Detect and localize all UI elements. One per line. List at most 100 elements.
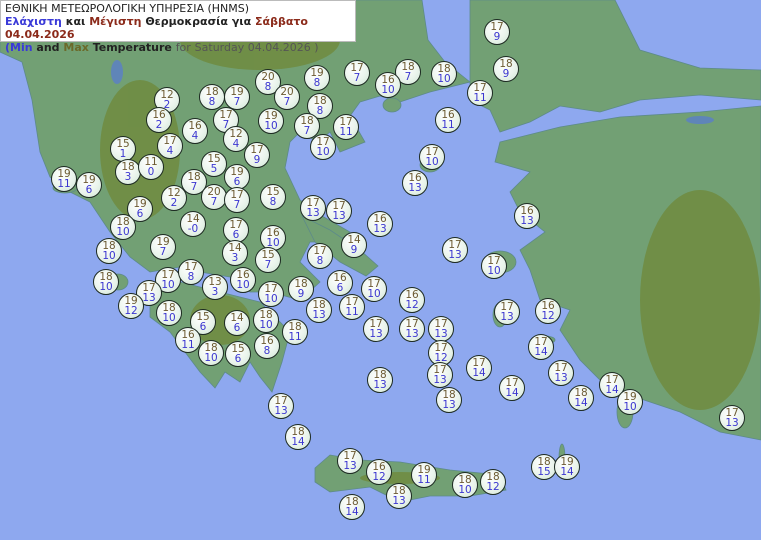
max-temp: 18 [392, 485, 406, 497]
max-temp: 14 [186, 213, 200, 225]
station-marker: 14 3 [222, 240, 248, 266]
min-label-gr: Ελάχιστη [5, 15, 62, 28]
min-temp: 9 [297, 288, 305, 300]
station-marker: 18 12 [480, 469, 506, 495]
station-marker: 17 13 [427, 362, 453, 388]
max-temp: 17 [163, 135, 177, 147]
station-marker: 19 6 [76, 172, 102, 198]
station-marker: 19 10 [617, 389, 643, 415]
min-temp: 10 [266, 237, 280, 249]
min-temp: 13 [500, 311, 514, 323]
station-marker: 18 9 [493, 56, 519, 82]
station-marker: 19 12 [118, 293, 144, 319]
max-temp: 14 [347, 234, 361, 246]
max-temp: 16 [260, 335, 274, 347]
station-marker: 16 10 [375, 72, 401, 98]
min-temp: 14 [345, 506, 359, 518]
max-temp: 16 [236, 269, 250, 281]
max-temp: 19 [156, 236, 170, 248]
and-label-gr: και [65, 15, 86, 28]
min-temp: 10 [162, 312, 176, 324]
station-marker: 20 7 [274, 84, 300, 110]
max-temp: 18 [204, 342, 218, 354]
station-marker: 17 10 [481, 253, 507, 279]
min-temp: 7 [159, 246, 167, 258]
max-temp: 18 [291, 426, 305, 438]
station-marker: 18 8 [199, 84, 225, 110]
min-temp: 13 [433, 374, 447, 386]
anatolia-mountains [640, 190, 760, 410]
min-temp: 14 [472, 367, 486, 379]
station-marker: 16 6 [327, 270, 353, 296]
max-temp: 18 [313, 95, 327, 107]
max-temp: 17 [554, 362, 568, 374]
station-marker: 19 7 [224, 84, 250, 110]
title-english: (Min and Max Temperature for Saturday 04… [5, 41, 351, 54]
min-temp: 12 [372, 471, 386, 483]
min-temp: 12 [434, 352, 448, 364]
station-marker: 17 10 [258, 281, 284, 307]
max-temp: 20 [280, 86, 294, 98]
max-temp: 15 [116, 138, 130, 150]
min-temp: 10 [236, 279, 250, 291]
max-temp: 19 [230, 166, 244, 178]
max-temp: 19 [310, 67, 324, 79]
min-temp: 4 [166, 145, 174, 157]
station-marker: 16 8 [254, 333, 280, 359]
station-marker: 16 12 [535, 298, 561, 324]
max-temp: 17 [434, 342, 448, 354]
min-temp: 5 [210, 163, 218, 175]
station-marker: 17 11 [467, 80, 493, 106]
station-marker: 16 10 [230, 267, 256, 293]
min-temp: 6 [336, 282, 344, 294]
min-temp: 11 [417, 474, 431, 486]
max-temp: 18 [486, 471, 500, 483]
station-marker: 17 8 [307, 243, 333, 269]
map-title-box: ΕΘΝΙΚΗ ΜΕΤΕΩΡΟΛΟΓΙΚΗ ΥΠΗΡΕΣΙΑ (HNMS) Ελά… [0, 0, 356, 54]
min-temp: 6 [85, 184, 93, 196]
min-temp: 13 [554, 372, 568, 384]
station-marker: 17 13 [337, 448, 363, 474]
temp-label-gr: Θερμοκρασία για [145, 15, 252, 28]
station-marker: 17 14 [466, 355, 492, 381]
station-marker: 19 6 [224, 164, 250, 190]
station-marker: 17 13 [363, 316, 389, 342]
station-marker: 18 13 [367, 367, 393, 393]
min-temp: 13 [405, 328, 419, 340]
min-temp: 10 [425, 156, 439, 168]
max-temp: 17 [473, 82, 487, 94]
lake [111, 60, 123, 84]
max-temp: 17 [230, 189, 244, 201]
max-temp: 17 [313, 245, 327, 257]
max-temp: 19 [417, 464, 431, 476]
station-marker: 17 14 [499, 375, 525, 401]
min-temp: 10 [487, 265, 501, 277]
max-temp: 17 [306, 197, 320, 209]
max-temp: 18 [205, 86, 219, 98]
max-temp: 14 [228, 242, 242, 254]
min-temp: 6 [233, 322, 241, 334]
max-temp: 17 [345, 296, 359, 308]
min-temp: 8 [187, 271, 195, 283]
max-temp: 18 [294, 278, 308, 290]
thasos [382, 97, 402, 113]
max-temp: 11 [144, 156, 158, 168]
min-temp: 8 [208, 96, 216, 108]
max-temp: 17 [229, 219, 243, 231]
min-temp: 3 [211, 286, 219, 298]
max-label-gr: Μέγιστη [89, 15, 142, 28]
station-marker: 18 9 [288, 276, 314, 302]
max-temp: 17 [500, 301, 514, 313]
station-marker: 16 13 [402, 170, 428, 196]
min-temp: 10 [264, 293, 278, 305]
max-temp: 19 [82, 174, 96, 186]
min-temp: 8 [316, 255, 324, 267]
min-temp: 10 [264, 120, 278, 132]
max-temp: 18 [458, 474, 472, 486]
max-temp: 17 [487, 255, 501, 267]
max-temp: 17 [505, 377, 519, 389]
max-temp: 18 [499, 58, 513, 70]
min-temp: -0 [187, 223, 199, 235]
min-temp: 7 [233, 96, 241, 108]
station-marker: 11 0 [138, 154, 164, 180]
